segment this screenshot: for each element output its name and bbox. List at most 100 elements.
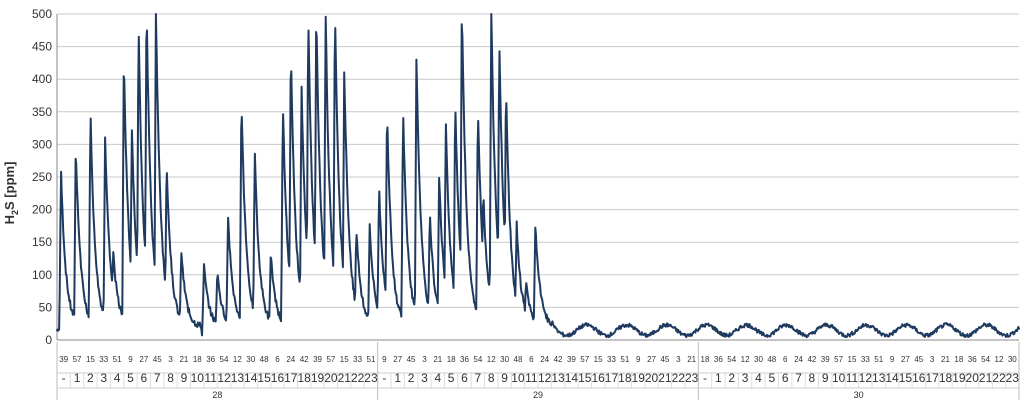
x-minute-label: 15	[594, 355, 603, 364]
x-hour-label: 13	[551, 371, 565, 385]
y-tick-label: 400	[32, 72, 52, 86]
x-minute-label: 33	[353, 355, 362, 364]
x-minute-label: 45	[914, 355, 923, 364]
x-hour-label: 14	[885, 371, 899, 385]
x-minute-label: 45	[407, 355, 416, 364]
x-hour-label: 22	[672, 371, 686, 385]
x-hour-label: 13	[231, 371, 245, 385]
x-minute-label: 36	[714, 355, 723, 364]
y-tick-label: 500	[32, 7, 52, 21]
x-minute-label: 27	[901, 355, 910, 364]
x-minute-label: 27	[139, 355, 148, 364]
x-minute-label: 51	[113, 355, 122, 364]
x-hour-label: 20	[645, 371, 659, 385]
y-tick-label: 200	[32, 203, 52, 217]
x-hour-label: 4	[434, 371, 441, 385]
x-minute-label: 15	[340, 355, 349, 364]
x-minute-label: 51	[620, 355, 629, 364]
x-hour-label: 2	[728, 371, 735, 385]
x-hour-label: 11	[525, 371, 538, 385]
x-minute-label: 48	[767, 355, 776, 364]
x-minute-label: 57	[73, 355, 82, 364]
x-hour-label: 6	[461, 371, 468, 385]
x-minute-label: 54	[981, 355, 990, 364]
x-hour-label: 21	[979, 371, 993, 385]
x-hour-label: 8	[167, 371, 174, 385]
x-minute-label: 36	[206, 355, 215, 364]
x-day-label: 28	[212, 390, 222, 400]
x-minute-label: 54	[727, 355, 736, 364]
y-tick-label: 100	[32, 268, 52, 282]
x-hour-label: 2	[87, 371, 94, 385]
x-minute-label: 3	[676, 355, 681, 364]
y-tick-label: 450	[32, 40, 52, 54]
x-hour-label: 19	[632, 371, 646, 385]
x-minute-label: 9	[382, 355, 387, 364]
x-hour-label: -	[62, 371, 66, 385]
x-minute-label: 9	[890, 355, 895, 364]
x-minute-label: 33	[607, 355, 616, 364]
y-axis-ticks: 0 50 100 150 200 250 300 350 400 450 500	[32, 7, 52, 347]
x-minute-label: 18	[701, 355, 710, 364]
x-hour-label: 17	[605, 371, 619, 385]
x-hour-label: 21	[658, 371, 672, 385]
x-minute-label: 15	[848, 355, 857, 364]
y-tick-label: 50	[39, 300, 53, 314]
x-minute-label: 45	[153, 355, 162, 364]
x-hour-label: 5	[448, 371, 455, 385]
x-minute-label: 48	[260, 355, 269, 364]
y-tick-label: 0	[45, 333, 52, 347]
x-hour-label: 12	[538, 371, 552, 385]
x-minute-label: 42	[807, 355, 816, 364]
y-tick-label: 250	[32, 170, 52, 184]
x-hour-label: 22	[351, 371, 365, 385]
x-minute-label: 30	[754, 355, 763, 364]
x-minute-label: 18	[954, 355, 963, 364]
x-hour-label: 4	[114, 371, 121, 385]
x-hour-label: 6	[782, 371, 789, 385]
x-minute-label: 30	[246, 355, 255, 364]
x-hour-label: 6	[141, 371, 148, 385]
x-minute-label: 57	[326, 355, 335, 364]
x-hour-label: 16	[271, 371, 285, 385]
x-minute-label: 3	[930, 355, 935, 364]
x-hour-label: 13	[872, 371, 886, 385]
x-hour-label: 16	[912, 371, 926, 385]
x-hour-label: 1	[394, 371, 401, 385]
x-minute-label: 45	[660, 355, 669, 364]
x-minute-label: 6	[275, 355, 280, 364]
x-hour-label: 12	[859, 371, 873, 385]
x-hour-label: 2	[408, 371, 415, 385]
x-axis: -391572153334515962774583921101811361254…	[56, 342, 1020, 400]
x-hour-label: 23	[1006, 371, 1020, 385]
x-minute-label: 36	[460, 355, 469, 364]
x-hour-label: 22	[992, 371, 1006, 385]
x-minute-label: 48	[514, 355, 523, 364]
x-hour-label: 23	[685, 371, 699, 385]
x-minute-label: 39	[567, 355, 576, 364]
x-hour-label: 17	[925, 371, 939, 385]
x-hour-label: 18	[298, 371, 312, 385]
x-hour-label: 10	[191, 371, 205, 385]
x-minute-label: 3	[168, 355, 173, 364]
x-minute-label: 42	[300, 355, 309, 364]
x-hour-label: 19	[311, 371, 325, 385]
x-minute-label: 12	[233, 355, 242, 364]
x-minute-label: 21	[687, 355, 696, 364]
x-hour-label: 9	[181, 371, 188, 385]
x-minute-label: 9	[128, 355, 133, 364]
x-minute-label: 33	[861, 355, 870, 364]
x-hour-label: 10	[832, 371, 846, 385]
x-minute-label: 24	[794, 355, 803, 364]
x-hour-label: 8	[488, 371, 495, 385]
x-hour-label: -	[703, 371, 707, 385]
x-hour-label: 14	[565, 371, 579, 385]
x-minute-label: 21	[941, 355, 950, 364]
x-hour-label: 15	[578, 371, 592, 385]
x-minute-label: 30	[500, 355, 509, 364]
x-day-label: 30	[854, 390, 864, 400]
x-hour-label: -	[382, 371, 386, 385]
x-minute-label: 30	[1008, 355, 1017, 364]
chart-gridlines	[56, 13, 1019, 341]
x-hour-label: 12	[217, 371, 231, 385]
